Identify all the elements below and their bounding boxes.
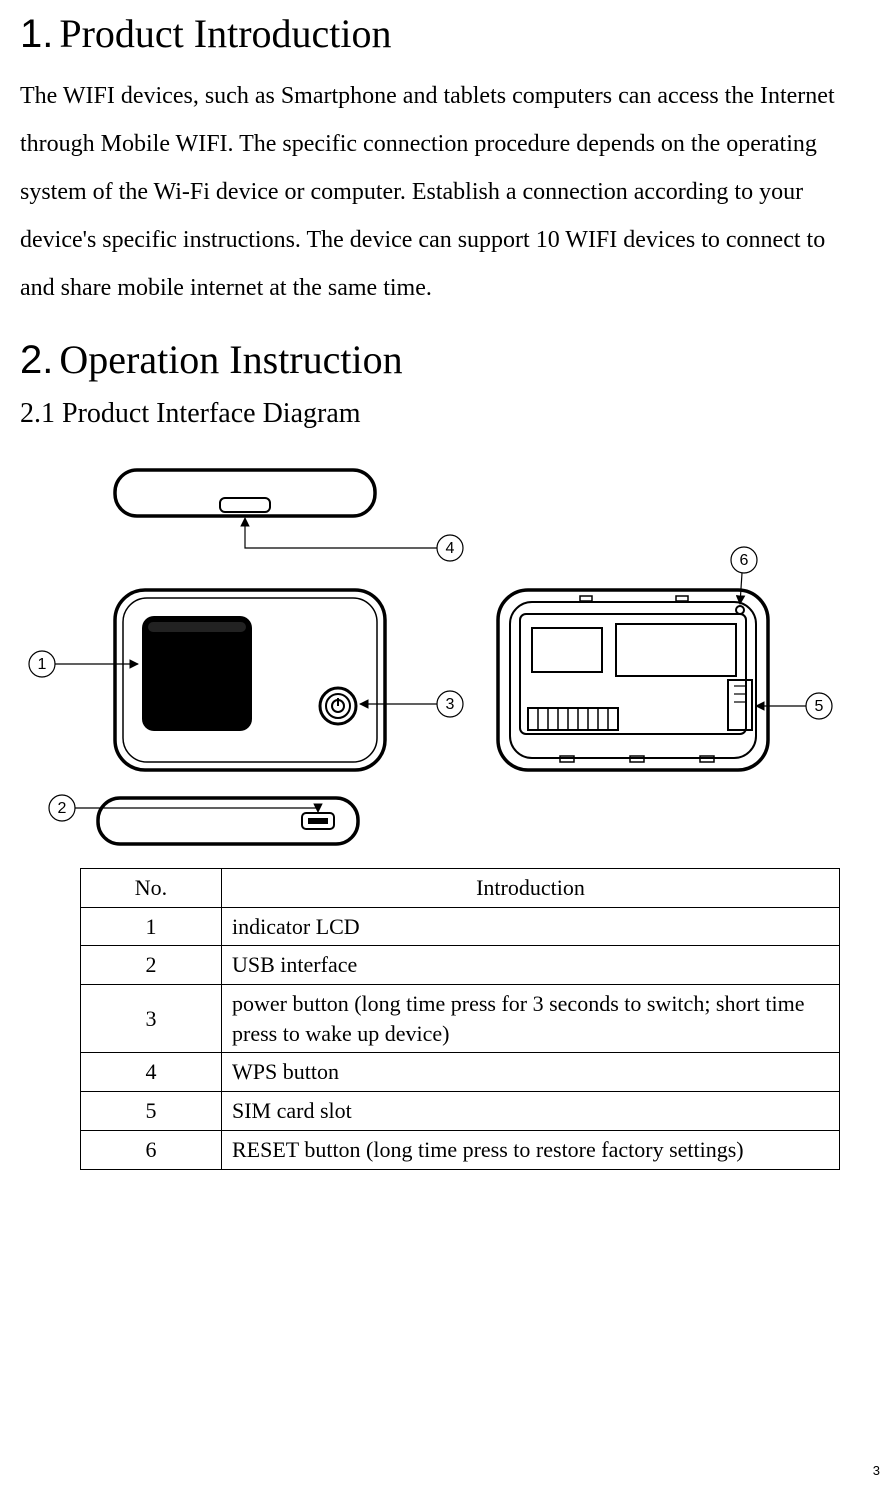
cell-desc: WPS button [222, 1053, 840, 1092]
callout-2-label: 2 [58, 800, 67, 817]
cell-no: 4 [81, 1053, 222, 1092]
page-number: 3 [873, 1463, 880, 1478]
col-intro: Introduction [222, 869, 840, 908]
device-back-view [498, 590, 768, 770]
cell-no: 6 [81, 1130, 222, 1169]
callout-6-label: 6 [740, 552, 749, 569]
section2-sub: 2.1 Product Interface Diagram [20, 398, 848, 430]
device-front-view [115, 590, 385, 770]
table-row: 3 power button (long time press for 3 se… [81, 985, 840, 1053]
table-row: 1 indicator LCD [81, 907, 840, 946]
section2-num: 2. [20, 338, 53, 382]
section2-title: Operation Instruction [59, 337, 402, 382]
section1-heading: 1.Product Introduction [20, 10, 848, 58]
table-row: 5 SIM card slot [81, 1092, 840, 1131]
intro-table: No. Introduction 1 indicator LCD 2 USB i… [80, 868, 840, 1170]
device-top-view [115, 470, 375, 516]
section1-num: 1. [20, 12, 53, 56]
cell-desc: power button (long time press for 3 seco… [222, 985, 840, 1053]
callout-1-label: 1 [38, 656, 47, 673]
table-row: 2 USB interface [81, 946, 840, 985]
section2-heading: 2.Operation Instruction [20, 336, 848, 384]
callout-4-label: 4 [446, 540, 455, 557]
page: 1.Product Introduction The WIFI devices,… [0, 0, 896, 1488]
table-row: 6 RESET button (long time press to resto… [81, 1130, 840, 1169]
section1-body: The WIFI devices, such as Smartphone and… [20, 72, 848, 312]
cell-desc: indicator LCD [222, 907, 840, 946]
cell-desc: SIM card slot [222, 1092, 840, 1131]
table-header-row: No. Introduction [81, 869, 840, 908]
table-row: 4 WPS button [81, 1053, 840, 1092]
cell-desc: USB interface [222, 946, 840, 985]
device-bottom-view [98, 798, 358, 844]
col-no: No. [81, 869, 222, 908]
cell-desc: RESET button (long time press to restore… [222, 1130, 840, 1169]
callout-3-label: 3 [446, 696, 455, 713]
section1-title: Product Introduction [59, 11, 391, 56]
cell-no: 1 [81, 907, 222, 946]
cell-no: 2 [81, 946, 222, 985]
callout-5-label: 5 [815, 698, 824, 715]
cell-no: 5 [81, 1092, 222, 1131]
interface-diagram: 4 1 3 [20, 440, 848, 850]
cell-no: 3 [81, 985, 222, 1053]
